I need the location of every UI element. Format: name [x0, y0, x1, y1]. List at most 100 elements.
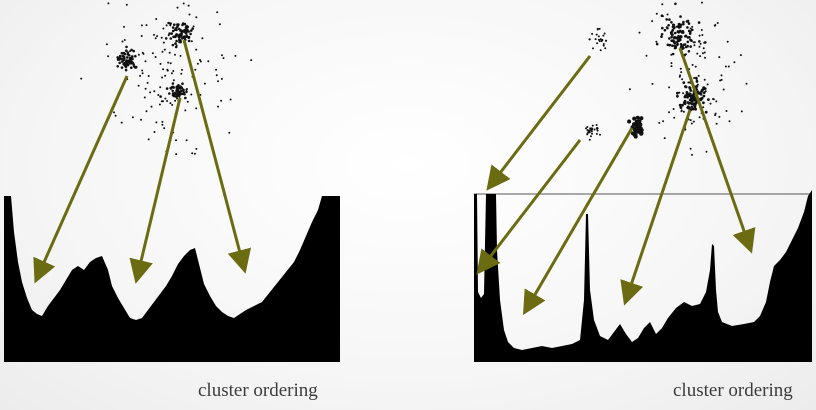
- right-cluster-d-point: [689, 45, 692, 48]
- left-noise-point: [129, 50, 132, 53]
- right-cluster-d-point: [671, 44, 674, 47]
- right-noise-point: [668, 111, 670, 114]
- left-cluster-c-point: [185, 90, 188, 94]
- right-cluster-b-point: [595, 132, 598, 135]
- right-noise-point: [662, 120, 665, 123]
- left-noise-point: [135, 66, 138, 68]
- right-cluster-c-point: [638, 122, 643, 127]
- left-noise-point: [172, 70, 175, 72]
- right-cluster-b-point: [591, 124, 594, 127]
- right-noise-point: [706, 83, 709, 86]
- left-cluster-c-point: [181, 82, 184, 85]
- right-noise-point: [670, 65, 673, 68]
- right-noise-point: [686, 106, 689, 109]
- right-noise-point: [698, 34, 701, 37]
- right-noise-point: [703, 78, 706, 81]
- right-noise-point: [718, 115, 721, 118]
- right-noise-point: [680, 71, 683, 74]
- right-noise-point: [704, 56, 706, 59]
- left-noise-point: [107, 55, 110, 58]
- right-noise-point: [673, 116, 676, 119]
- left-noise-point: [144, 60, 147, 63]
- right-cluster-b-point: [589, 135, 592, 138]
- left-noise-point: [121, 40, 124, 43]
- right-cluster-d-point: [687, 50, 691, 53]
- right-cluster-d-point: [684, 34, 688, 38]
- right-noise-point: [727, 65, 730, 68]
- right-noise-point: [696, 88, 699, 91]
- left-noise-point: [176, 97, 178, 100]
- right-noise-point: [663, 137, 666, 140]
- right-cluster-e-point: [683, 99, 687, 103]
- right-noise-point: [670, 53, 673, 56]
- right-cluster-d-point: [668, 18, 671, 21]
- left-noise-point: [193, 152, 196, 155]
- left-noise-point: [195, 16, 198, 19]
- left-noise-point: [176, 6, 179, 9]
- left-cluster-b-point: [169, 22, 172, 25]
- left-noise-point: [180, 72, 183, 75]
- left-noise-point: [188, 13, 191, 16]
- right-cluster-e-point: [693, 105, 697, 109]
- left-noise-point: [169, 102, 172, 105]
- left-cluster-b-point: [184, 26, 188, 29]
- right-cluster-d-point: [679, 23, 683, 27]
- left-noise-point: [147, 75, 150, 77]
- right-noise-point: [687, 81, 690, 84]
- left-noise-point: [140, 118, 142, 121]
- right-cluster-c-point: [637, 119, 642, 124]
- left-noise-point: [190, 93, 193, 96]
- right-cluster-b-point: [590, 130, 593, 133]
- right-noise-point: [693, 44, 696, 47]
- right-cluster-b-point: [595, 124, 598, 126]
- left-noise-point: [182, 2, 185, 5]
- left-noise-point: [164, 97, 167, 100]
- left-cluster-b-point: [179, 39, 182, 42]
- right-cluster-a-point: [588, 38, 591, 41]
- right-cluster-a-point: [595, 33, 598, 36]
- left-noise-point: [174, 53, 176, 56]
- right-cluster-a-point: [598, 40, 601, 43]
- right-cluster-b-point: [588, 138, 591, 141]
- right-cluster-e-point: [694, 101, 698, 105]
- left-noise-point: [169, 62, 172, 65]
- right-noise-point: [689, 147, 692, 150]
- left-noise-point: [175, 153, 178, 156]
- left-noise-point: [161, 123, 164, 126]
- right-noise-point: [691, 63, 694, 66]
- left-cluster-b-point: [190, 29, 193, 32]
- right-cluster-e-point: [681, 103, 684, 107]
- left-noise-point: [154, 56, 157, 58]
- right-cluster-d-point: [675, 40, 679, 44]
- right-cluster-c-point: [632, 132, 637, 137]
- left-noise-point: [140, 24, 143, 27]
- right-cluster-d-point: [655, 42, 659, 46]
- right-cluster-d-point: [671, 52, 675, 56]
- left-cluster-c-point: [165, 87, 169, 90]
- left-noise-point: [143, 96, 146, 99]
- left-noise-point: [155, 121, 158, 124]
- left-cluster-b-point: [187, 36, 191, 39]
- right-cluster-a-point: [602, 44, 605, 47]
- right-noise-point: [697, 74, 700, 77]
- right-cluster-a-point: [599, 38, 602, 41]
- left-noise-point: [123, 39, 126, 41]
- left-noise-point: [217, 105, 219, 108]
- right-noise-point: [701, 1, 703, 4]
- right-cluster-d-point: [698, 40, 701, 43]
- left-noise-point: [176, 33, 179, 36]
- right-noise-point: [716, 22, 719, 24]
- right-noise-point: [677, 31, 680, 34]
- right-cluster-d-point: [671, 39, 675, 43]
- right-cluster-a-point: [594, 38, 597, 41]
- right-cluster-e-point: [688, 101, 692, 105]
- right-cluster-d-point: [690, 39, 693, 42]
- left-cluster-a-point: [120, 66, 124, 69]
- left-arrows: [33, 39, 252, 284]
- right-cluster-d-point: [697, 21, 701, 24]
- right-cluster-e-point: [691, 107, 695, 111]
- right-cluster-b-point: [586, 126, 589, 128]
- right-cluster-e-point: [694, 107, 697, 111]
- right-arrows: [476, 47, 756, 316]
- left-noise-point: [164, 74, 167, 77]
